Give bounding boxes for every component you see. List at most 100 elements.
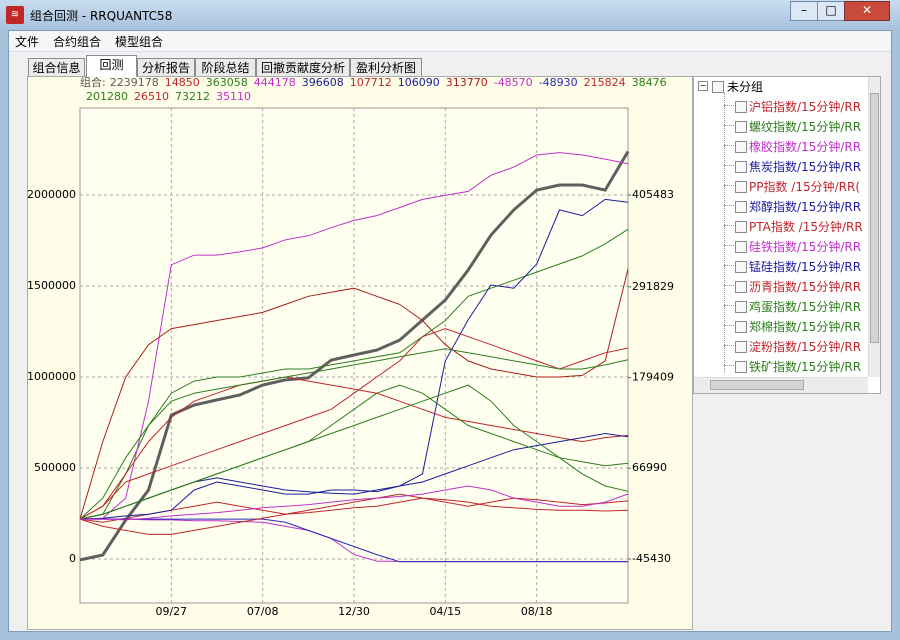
tree-connector (724, 365, 734, 366)
tree-connector (724, 345, 734, 346)
y-tick-label: 500000 (34, 461, 76, 474)
tree-connector (724, 325, 734, 326)
legend-value: -48930 (539, 76, 578, 89)
tree-item[interactable]: 淀粉指数/15分钟/RR (749, 340, 862, 354)
tree-connector (724, 265, 734, 266)
tree-root[interactable]: 未分组 (727, 80, 764, 94)
menu-item[interactable]: 文件 (15, 35, 40, 49)
x-tick-label: 12/30 (338, 605, 370, 618)
tree-item[interactable]: 郑棉指数/15分钟/RR (749, 320, 862, 334)
tree-item[interactable]: 鸡蛋指数/15分钟/RR (749, 300, 862, 314)
tree-connector (724, 125, 734, 126)
close-button[interactable]: ✕ (844, 1, 890, 21)
window-controls: – □ ✕ (790, 1, 890, 21)
series-line (79, 328, 629, 520)
y2-tick-label: 179409 (632, 371, 674, 384)
legend-value: 215824 (584, 76, 626, 89)
series-line (79, 228, 629, 520)
series-line (80, 518, 628, 563)
tree-connector (724, 165, 734, 166)
menu-item[interactable]: 合约组合 (53, 35, 102, 49)
y-tick-label: 2000000 (27, 188, 76, 201)
menu-item[interactable]: 模型组合 (115, 35, 164, 49)
app-icon: ≋ (6, 6, 24, 24)
tree-item[interactable]: 焦炭指数/15分钟/RR (749, 160, 862, 174)
tree-item[interactable]: 铁矿指数/15分钟/RR (749, 360, 862, 374)
horizontal-scrollbar[interactable] (694, 377, 868, 393)
y-tick-label: 1500000 (27, 279, 76, 292)
tree-connector (724, 205, 734, 206)
series-line (79, 384, 629, 520)
series-line (79, 198, 629, 520)
legend-label: 组合: (80, 75, 106, 89)
y2-tick-label: 66990 (632, 461, 667, 474)
y2-tick-label: -45430 (632, 552, 671, 565)
checkbox[interactable] (735, 201, 747, 213)
checkbox[interactable] (735, 281, 747, 293)
legend-value: 363058 (206, 76, 248, 89)
tree-item[interactable]: 沥青指数/15分钟/RR (749, 280, 862, 294)
menu-bar: 文件 合约组合 模型组合 (9, 31, 891, 52)
tab[interactable]: 盈利分析图 (350, 58, 422, 76)
tree-item[interactable]: 橡胶指数/15分钟/RR (749, 140, 862, 154)
tree-item[interactable]: 锰硅指数/15分钟/RR (749, 260, 862, 274)
x-tick-label: 08/18 (521, 605, 553, 618)
checkbox[interactable] (735, 341, 747, 353)
y-tick-label: 0 (69, 552, 76, 565)
tab[interactable]: 回测 (86, 55, 137, 77)
tab[interactable]: 组合信息 (28, 58, 85, 76)
tree-connector (724, 185, 734, 186)
tree-item[interactable]: PP指数 /15分钟/RR( (749, 180, 861, 194)
legend-value: 396608 (302, 76, 344, 89)
tab[interactable]: 回撤贡献度分析 (256, 58, 350, 76)
legend-value: 201280 (86, 90, 128, 103)
tab[interactable]: 分析报告 (137, 58, 195, 76)
checkbox[interactable] (735, 261, 747, 273)
legend-value: 2239178 (110, 76, 159, 89)
tab[interactable]: 阶段总结 (195, 58, 256, 76)
series-line (79, 268, 629, 520)
x-tick-label: 04/15 (429, 605, 461, 618)
series-line (79, 152, 629, 520)
y-tick-label: 1000000 (27, 370, 76, 383)
legend-value: 313770 (446, 76, 488, 89)
tree-item[interactable]: 沪铝指数/15分钟/RR (749, 100, 862, 114)
series-line (79, 493, 629, 535)
checkbox[interactable] (735, 221, 747, 233)
checkbox[interactable] (735, 141, 747, 153)
window-title: 组合回测 - RRQUANTC58 (30, 9, 173, 23)
scroll-thumb[interactable] (870, 93, 879, 343)
checkbox[interactable] (735, 361, 747, 373)
scroll-thumb[interactable] (710, 380, 804, 390)
vertical-scrollbar[interactable] (868, 77, 880, 377)
legend-value: 14850 (165, 76, 200, 89)
checkbox[interactable] (735, 121, 747, 133)
checkbox[interactable] (735, 321, 747, 333)
maximize-button[interactable]: □ (817, 1, 845, 21)
tree-connector (724, 305, 734, 306)
checkbox[interactable] (735, 181, 747, 193)
checkbox[interactable] (735, 301, 747, 313)
minimize-button[interactable]: – (790, 1, 818, 21)
tree-line (724, 93, 725, 373)
checkbox[interactable] (735, 241, 747, 253)
legend-value: 38476 (632, 76, 667, 89)
checkbox[interactable] (712, 81, 724, 93)
tree-connector (724, 245, 734, 246)
series-line (79, 376, 629, 520)
tree-item[interactable]: 郑醇指数/15分钟/RR (749, 200, 862, 214)
checkbox[interactable] (735, 161, 747, 173)
tree-item[interactable]: PTA指数 /15分钟/RR (749, 220, 863, 234)
series-line (79, 348, 629, 520)
tree-item[interactable]: 螺纹指数/15分钟/RR (749, 120, 862, 134)
legend-value: 106090 (398, 76, 440, 89)
y2-tick-label: 291829 (632, 280, 674, 293)
expander[interactable]: − (698, 81, 708, 91)
tree-item[interactable]: 硅铁指数/15分钟/RR (749, 240, 862, 254)
x-tick-label: 09/27 (155, 605, 187, 618)
legend-value: -48570 (494, 76, 533, 89)
series-line (79, 150, 630, 562)
checkbox[interactable] (735, 101, 747, 113)
